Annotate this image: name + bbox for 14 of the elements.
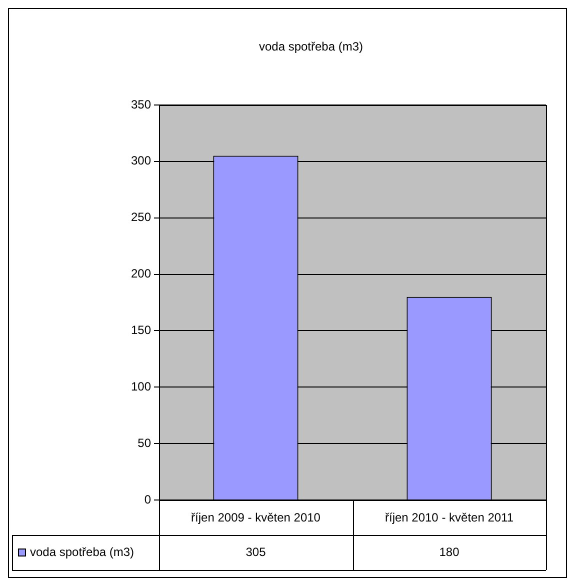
y-tick-label: 350 xyxy=(130,97,152,112)
y-tick-label: 250 xyxy=(130,210,152,224)
x-tick-label: říjen 2010 - květen 2011 xyxy=(384,510,514,525)
y-tick-label: 50 xyxy=(138,436,152,450)
data-label: 305 xyxy=(246,544,266,559)
y-tick-label: 300 xyxy=(130,154,152,168)
y-tick-label: 100 xyxy=(130,379,152,394)
y-tick-label: 150 xyxy=(130,323,152,338)
x-tick-label: říjen 2009 - květen 2010 xyxy=(191,510,321,525)
legend-label: voda spotřeba (m3) xyxy=(30,544,134,559)
y-tick-label: 0 xyxy=(144,492,152,506)
data-label: 180 xyxy=(439,544,460,559)
y-tick-label: 200 xyxy=(130,266,152,281)
chart-title: voda spotřeba (m3) xyxy=(258,39,364,54)
